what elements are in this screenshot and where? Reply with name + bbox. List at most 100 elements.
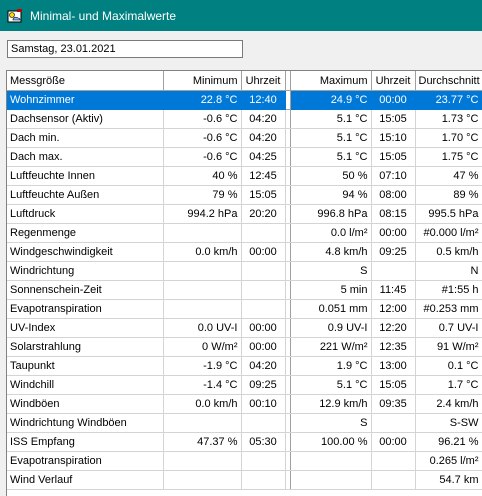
table-row[interactable]: Dach max. -0.6 °C 04:25 5.1 °C 15:05 1.75 °C (7, 147, 482, 167)
row-maximum-cell: 1.9 °C (290, 356, 372, 376)
row-minimum-cell (163, 299, 242, 319)
row-minimum-cell: 0.0 UV-I (163, 318, 242, 338)
row-average-cell: N (415, 261, 482, 281)
row-minimum-cell: 79 % (163, 185, 242, 205)
table-row[interactable]: Regenmenge 0.0 l/m² 00:00 #0.000 l/m² (7, 223, 482, 243)
row-minimum-cell: 994.2 hPa (163, 204, 242, 224)
date-field[interactable]: Samstag, 23.01.2021 (7, 40, 243, 58)
row-maximum-cell: 12.9 km/h (290, 394, 372, 414)
row-max-time-cell: 07:10 (371, 166, 416, 186)
row-minimum-cell: 0 W/m² (163, 337, 242, 357)
table-row[interactable]: Windböen 0.0 km/h 00:10 12.9 km/h 09:35 2.4 k… (7, 394, 482, 414)
table-row[interactable]: UV-Index 0.0 UV-I 00:00 0.9 UV-I 12:20 0.7 UV… (7, 318, 482, 338)
row-minimum-cell (163, 470, 242, 490)
row-minimum-cell (163, 261, 242, 281)
column-separator (285, 318, 291, 338)
column-header-min-time[interactable]: Uhrzeit (241, 71, 286, 91)
title-bar[interactable]: Minimal- und Maximalwerte (0, 0, 482, 31)
row-min-time-cell (241, 299, 286, 319)
row-max-time-cell: 12:00 (371, 299, 416, 319)
table-row[interactable]: Dachsensor (Aktiv) -0.6 °C 04:20 5.1 °C 15:0… (7, 109, 482, 129)
row-min-time-cell (241, 261, 286, 281)
row-minimum-cell: -1.9 °C (163, 356, 242, 376)
column-separator (285, 166, 291, 186)
row-name-cell: Windgeschwindigkeit (7, 242, 164, 262)
row-maximum-cell: 0.051 mm (290, 299, 372, 319)
row-average-cell: 0.7 UV-I (415, 318, 482, 338)
row-average-cell: 91 W/m² (415, 337, 482, 357)
row-max-time-cell: 15:05 (371, 109, 416, 129)
column-separator (285, 280, 291, 300)
row-maximum-cell: 5.1 °C (290, 128, 372, 148)
table-row[interactable]: Evapotranspiration 0.051 mm 12:00 #0.253 mm (7, 299, 482, 319)
row-maximum-cell: 94 % (290, 185, 372, 205)
row-min-time-cell: 15:05 (241, 185, 286, 205)
table-row[interactable]: Luftdruck 994.2 hPa 20:20 996.8 hPa 08:15 995… (7, 204, 482, 224)
row-max-time-cell: 00:00 (371, 223, 416, 243)
row-name-cell: Wind Verlauf (7, 470, 164, 490)
row-max-time-cell: 08:00 (371, 185, 416, 205)
table-row[interactable]: Taupunkt -1.9 °C 04:20 1.9 °C 13:00 0.1 °C (7, 356, 482, 376)
column-separator (285, 185, 291, 205)
row-name-cell: ISS Empfang (7, 432, 164, 452)
row-name-cell: Wohnzimmer (7, 90, 164, 110)
table-row[interactable]: Wind Verlauf 54.7 km (7, 470, 482, 490)
column-separator (285, 432, 291, 452)
window-title: Minimal- und Maximalwerte (30, 8, 177, 23)
table-row[interactable]: ISS Empfang 47.37 % 05:30 100.00 % 00:00 96.2… (7, 432, 482, 452)
row-max-time-cell: 12:35 (371, 337, 416, 357)
column-header-maximum[interactable]: Maximum (290, 71, 372, 91)
row-name-cell: Luftdruck (7, 204, 164, 224)
table-row[interactable]: Windrichtung S N (7, 261, 482, 281)
row-min-time-cell: 09:25 (241, 375, 286, 395)
row-name-cell: Windchill (7, 375, 164, 395)
column-header-max-time[interactable]: Uhrzeit (371, 71, 416, 91)
column-header-average[interactable]: Durchschnitt (415, 71, 482, 91)
row-name-cell: Dach min. (7, 128, 164, 148)
row-maximum-cell: 221 W/m² (290, 337, 372, 357)
table-row[interactable]: Windgeschwindigkeit 0.0 km/h 00:00 4.8 km/h… (7, 242, 482, 262)
column-separator (285, 299, 291, 319)
row-name-cell: Dach max. (7, 147, 164, 167)
row-minimum-cell (163, 451, 242, 471)
row-name-cell: Luftfeuchte Innen (7, 166, 164, 186)
table-row[interactable]: Wohnzimmer 22.8 °C 12:40 24.9 °C 00:00 23.77 … (7, 90, 482, 110)
weather-app-icon (7, 8, 23, 24)
row-average-cell: #1:55 h (415, 280, 482, 300)
table-row[interactable]: Windrichtung Windböen S S-SW (7, 413, 482, 433)
column-header-name[interactable]: Messgröße (7, 71, 164, 91)
row-min-time-cell: 04:20 (241, 356, 286, 376)
row-maximum-cell: 24.9 °C (290, 90, 372, 110)
table-row[interactable]: Windchill -1.4 °C 09:25 5.1 °C 15:05 1.7 °C (7, 375, 482, 395)
row-minimum-cell: 40 % (163, 166, 242, 186)
row-name-cell: Dachsensor (Aktiv) (7, 109, 164, 129)
column-header-minimum[interactable]: Minimum (163, 71, 242, 91)
row-min-time-cell: 00:00 (241, 337, 286, 357)
row-minimum-cell (163, 413, 242, 433)
row-max-time-cell (371, 413, 416, 433)
table-header: Messgröße Minimum Uhrzeit Maximum Uhrzei… (7, 71, 482, 91)
row-maximum-cell: 0.0 l/m² (290, 223, 372, 243)
column-separator (285, 204, 291, 224)
column-separator (285, 337, 291, 357)
row-max-time-cell: 00:00 (371, 90, 416, 110)
row-average-cell: #0.253 mm (415, 299, 482, 319)
table-row[interactable]: Luftfeuchte Außen 79 % 15:05 94 % 08:00 89 % (7, 185, 482, 205)
column-separator (285, 394, 291, 414)
row-maximum-cell: S (290, 413, 372, 433)
row-maximum-cell: 100.00 % (290, 432, 372, 452)
table-row[interactable]: Sonnenschein-Zeit 5 min 11:45 #1:55 h (7, 280, 482, 300)
table-row[interactable]: Luftfeuchte Innen 40 % 12:45 50 % 07:10 47 % (7, 166, 482, 186)
table-row[interactable]: Solarstrahlung 0 W/m² 00:00 221 W/m² 12:35 91… (7, 337, 482, 357)
row-minimum-cell: -1.4 °C (163, 375, 242, 395)
row-min-time-cell: 04:25 (241, 147, 286, 167)
table-row[interactable]: Evapotranspiration 0.265 l/m² (7, 451, 482, 471)
table-row[interactable]: Dach min. -0.6 °C 04:20 5.1 °C 15:10 1.70 °C (7, 128, 482, 148)
row-average-cell: 23.77 °C (415, 90, 482, 110)
row-minimum-cell: -0.6 °C (163, 147, 242, 167)
column-separator (285, 147, 291, 167)
values-table[interactable]: Messgröße Minimum Uhrzeit Maximum Uhrzei… (6, 70, 482, 496)
row-max-time-cell: 12:20 (371, 318, 416, 338)
row-name-cell: Windrichtung Windböen (7, 413, 164, 433)
row-maximum-cell (290, 451, 372, 471)
